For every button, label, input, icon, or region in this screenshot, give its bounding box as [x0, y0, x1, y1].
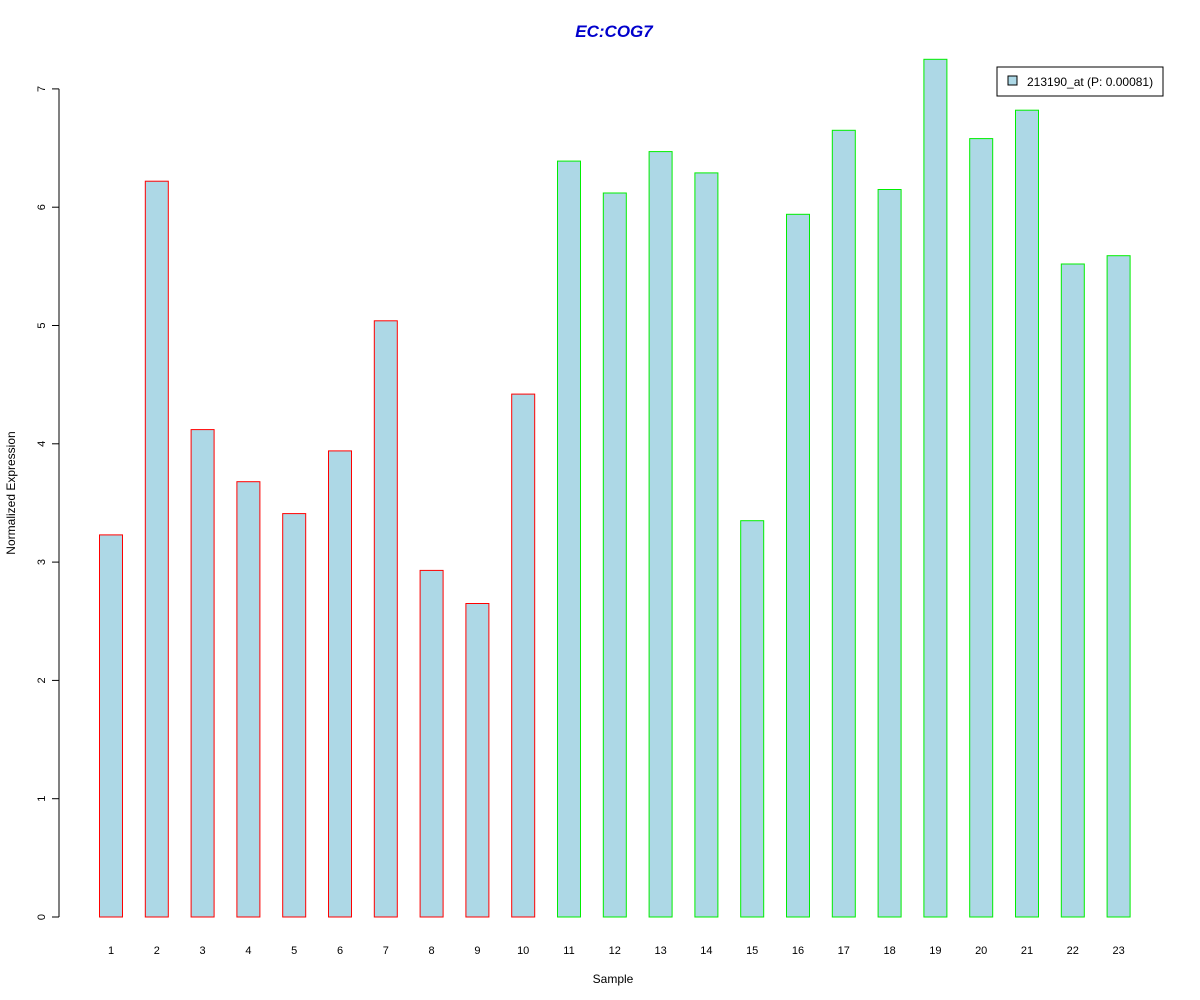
legend-box: [996, 66, 1164, 97]
x-tick-label: 16: [792, 945, 804, 957]
x-axis-label: Sample: [593, 972, 634, 986]
legend-label: 213190_at (P: 0.00081): [1027, 75, 1153, 89]
bar-sample-11: [557, 160, 581, 918]
y-tick-label: 7: [36, 86, 48, 92]
bars: [99, 58, 1131, 918]
x-tick-label: 7: [383, 945, 389, 957]
y-tick-label: 4: [36, 441, 48, 447]
y-axis: 0 1 2 3 4 5 6 7: [36, 86, 60, 920]
x-tick-label: 3: [200, 945, 206, 957]
x-tick-label: 9: [474, 945, 480, 957]
legend-swatch: [1007, 75, 1018, 86]
y-tick-label: 6: [36, 204, 48, 210]
bar-sample-17: [831, 129, 856, 918]
y-tick-label: 3: [36, 559, 48, 565]
y-tick-label: 1: [36, 796, 48, 802]
x-tick-label: 8: [429, 945, 435, 957]
bar-sample-5: [282, 513, 307, 918]
bar-sample-20: [969, 138, 994, 918]
bar-sample-3: [190, 429, 215, 918]
x-tick-label: 12: [609, 945, 621, 957]
bar-sample-15: [740, 520, 765, 918]
bar-sample-6: [328, 450, 352, 918]
x-tick-label: 14: [700, 945, 712, 957]
bar-sample-10: [511, 393, 536, 918]
y-tick-label: 0: [36, 914, 48, 920]
x-tick-label: 4: [245, 945, 251, 957]
bar-sample-8: [419, 569, 444, 918]
bar-sample-7: [373, 320, 398, 918]
x-tick-label: 6: [337, 945, 343, 957]
x-tick-label: 18: [883, 945, 895, 957]
y-axis-label: Normalized Expression: [4, 431, 18, 554]
x-tick-label: 23: [1112, 945, 1124, 957]
y-tick-label: 2: [36, 677, 48, 683]
x-tick-label: 13: [654, 945, 666, 957]
bar-sample-14: [694, 172, 719, 918]
x-tick-label: 20: [975, 945, 987, 957]
x-tick-label: 1: [108, 945, 114, 957]
x-tick-label: 11: [563, 945, 574, 957]
bar-sample-18: [877, 189, 902, 918]
bar-sample-22: [1060, 263, 1085, 918]
x-tick-label: 15: [746, 945, 758, 957]
x-tick-label: 22: [1067, 945, 1079, 957]
x-tick-label: 10: [517, 945, 529, 957]
bar-sample-4: [236, 481, 261, 918]
chart-title: EC:COG7: [575, 22, 654, 41]
x-tick-label: 19: [929, 945, 941, 957]
bar-sample-2: [144, 180, 169, 918]
bar-sample-23: [1106, 255, 1131, 918]
bar-sample-1: [99, 534, 123, 918]
bar-sample-13: [648, 151, 673, 918]
x-tick-label: 5: [291, 945, 297, 957]
legend: 213190_at (P: 0.00081): [996, 66, 1164, 97]
x-tick-label: 21: [1021, 945, 1033, 957]
x-tick-label: 2: [154, 945, 160, 957]
x-tick-labels: 1 2 3 4 5 6 7 8 9 10 11 12 13 14 15 16 17 18 19 20 21 22 23: [108, 945, 1125, 957]
bar-sample-16: [786, 213, 810, 918]
bar-sample-21: [1015, 109, 1039, 918]
y-tick-label: 5: [36, 322, 48, 328]
x-tick-label: 17: [838, 945, 850, 957]
bar-sample-19: [923, 58, 948, 918]
bar-sample-12: [602, 192, 627, 918]
bar-sample-9: [465, 603, 490, 918]
